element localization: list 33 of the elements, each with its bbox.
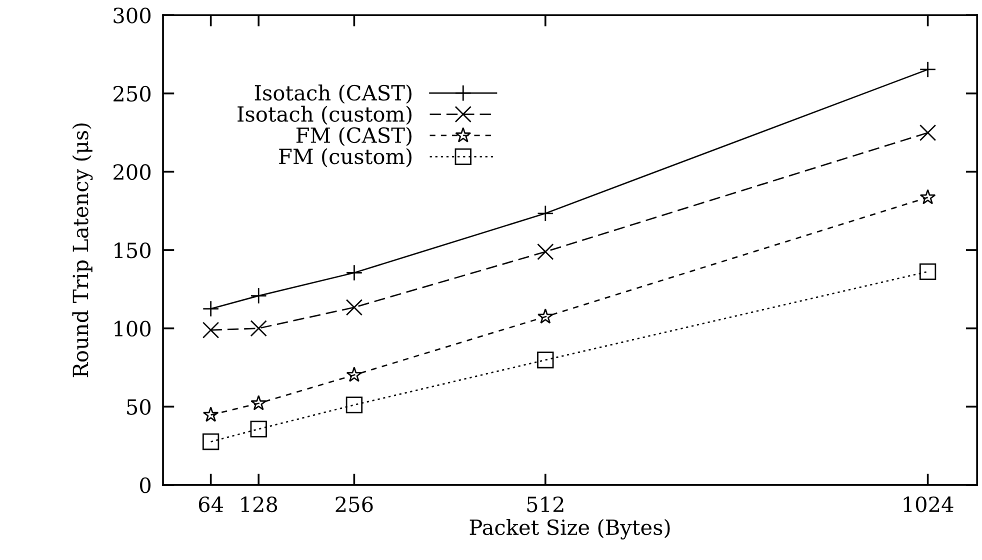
legend-label: FM (CAST) (296, 126, 412, 146)
y-axis-title: Round Trip Latency (μs) (72, 123, 93, 378)
x-tick-label: 64 (198, 496, 224, 512)
legend-label: FM (custom) (279, 148, 412, 168)
point (250, 320, 267, 337)
point (202, 322, 220, 338)
point (537, 352, 554, 368)
point (346, 396, 363, 414)
y-tick-label: 50 (127, 399, 151, 415)
x-tick-label: 128 (241, 496, 278, 512)
point (537, 308, 554, 324)
point (346, 366, 362, 382)
legend-label: Isotach (CAST) (254, 84, 412, 104)
point (919, 263, 936, 280)
point (537, 243, 554, 260)
x-tick-label: 1024 (904, 496, 954, 512)
y-tick-label: 250 (114, 86, 151, 102)
y-tick-label: 0 (140, 477, 151, 494)
point (250, 395, 267, 410)
x-tick-label: 256 (336, 496, 373, 512)
point (920, 189, 936, 204)
point (202, 433, 220, 450)
point (250, 420, 267, 438)
x-axis-title: Packet Size (Bytes) (470, 519, 670, 540)
y-tick-label: 100 (114, 320, 151, 337)
point (919, 124, 936, 142)
y-tick-label: 150 (114, 242, 151, 258)
y-tick-label: 200 (114, 164, 151, 180)
y-tick-label: 300 (114, 8, 151, 24)
point (346, 299, 363, 316)
legend-label: Isotach (custom) (238, 106, 412, 125)
x-tick-label: 512 (527, 496, 564, 512)
point (202, 406, 219, 422)
